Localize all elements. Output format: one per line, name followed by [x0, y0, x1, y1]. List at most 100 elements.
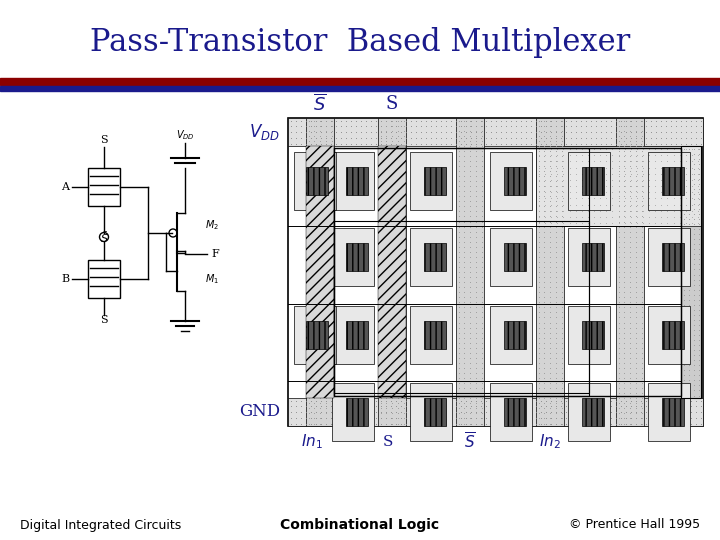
Bar [410, 152, 452, 210]
Point [667, 200, 679, 209]
Point [386, 354, 397, 362]
Point [610, 396, 621, 405]
Point [556, 227, 567, 236]
Point [660, 139, 671, 148]
Point [624, 242, 636, 251]
Point [397, 389, 409, 397]
Point [460, 133, 472, 142]
Point [386, 278, 397, 286]
Point [618, 177, 630, 185]
Point [688, 164, 699, 173]
Point [619, 200, 631, 209]
Point [464, 359, 476, 367]
Point [655, 151, 667, 159]
Point [464, 161, 476, 170]
Point [380, 222, 392, 231]
Point [550, 328, 562, 337]
Point [374, 141, 386, 150]
Point [320, 333, 331, 342]
Point [582, 188, 594, 197]
Point [688, 306, 699, 314]
Point [464, 258, 476, 266]
Point [314, 152, 325, 160]
Point [680, 213, 691, 221]
Point [459, 273, 470, 281]
Point [678, 275, 689, 284]
Point [552, 170, 563, 178]
Point [314, 187, 325, 195]
Point [395, 408, 406, 416]
Point [640, 396, 652, 405]
Point [570, 116, 581, 125]
Point [692, 176, 703, 184]
Point [453, 116, 464, 125]
Point [683, 205, 694, 213]
Point [660, 414, 671, 422]
Point [683, 164, 694, 173]
Point [464, 273, 476, 281]
Point [308, 187, 320, 195]
Point [556, 207, 567, 215]
Point [635, 139, 647, 148]
Point [613, 258, 624, 266]
Point [630, 402, 642, 410]
Point [302, 152, 314, 160]
Point [693, 210, 704, 218]
Point [693, 194, 704, 203]
Point [624, 268, 636, 276]
Point [470, 273, 482, 281]
Point [539, 181, 551, 190]
Point [544, 187, 556, 195]
Point [476, 339, 487, 347]
Point [649, 170, 661, 178]
Point [397, 283, 409, 292]
Point [455, 414, 467, 422]
Point [370, 419, 382, 428]
Point [302, 308, 314, 317]
Point [607, 145, 618, 153]
Point [320, 116, 331, 125]
Point [680, 414, 691, 422]
Point [570, 402, 581, 410]
Point [325, 172, 337, 180]
Point [308, 152, 320, 160]
Point [550, 298, 562, 307]
Point [680, 188, 691, 197]
Point [636, 258, 647, 266]
Point [539, 278, 550, 286]
Point [678, 321, 689, 329]
Point [470, 222, 482, 231]
Point [683, 159, 694, 168]
Point [320, 379, 331, 387]
Point [654, 419, 666, 428]
Point [539, 404, 550, 413]
Point [515, 139, 526, 148]
Point [453, 278, 464, 286]
Point [690, 122, 701, 131]
Point [520, 419, 531, 428]
Point [453, 404, 464, 413]
Point [554, 122, 566, 131]
Point [325, 116, 337, 125]
Point [350, 122, 361, 131]
Point [643, 176, 654, 184]
Point [469, 396, 481, 405]
Point [474, 402, 486, 410]
Point [325, 419, 337, 428]
Text: $In_1$: $In_1$ [301, 433, 323, 451]
Point [688, 295, 699, 304]
Point [459, 137, 470, 145]
Text: GND: GND [239, 403, 280, 421]
Point [649, 157, 661, 166]
Point [525, 408, 536, 416]
Point [649, 145, 661, 153]
Point [559, 133, 571, 142]
Point [533, 212, 544, 221]
Point [649, 181, 661, 190]
Point [667, 213, 679, 221]
Point [453, 222, 464, 231]
Point [619, 151, 631, 159]
Point [655, 213, 667, 221]
Point [464, 182, 476, 191]
Point [640, 122, 652, 131]
